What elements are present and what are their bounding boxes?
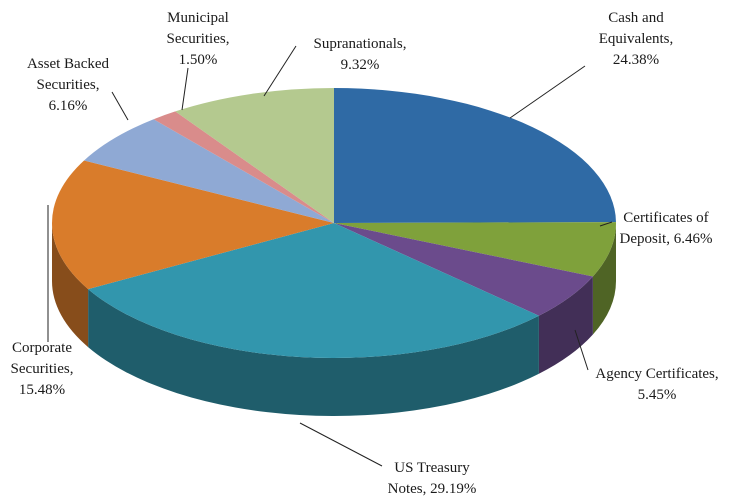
data-label: Asset Backed Securities, 6.16% <box>26 56 110 114</box>
leader-line <box>299 422 383 467</box>
leader-line <box>599 221 613 227</box>
value-label: 24.38% <box>612 52 660 68</box>
slice <box>334 223 593 316</box>
category-name: US Treasury Notes <box>387 460 470 497</box>
category-name: Municipal Securities <box>166 10 229 47</box>
value-label: 6.16% <box>48 98 88 114</box>
slice <box>175 88 334 223</box>
slice <box>334 222 616 277</box>
category-name: Corporate Securities <box>10 340 72 377</box>
data-label: Corporate Securities, 15.48% <box>10 340 74 398</box>
leader-line <box>574 329 589 371</box>
data-label: Cash and Equivalents, 24.38% <box>598 10 674 68</box>
slice <box>84 119 335 223</box>
slice <box>153 111 334 223</box>
value-label: 9.32% <box>340 57 380 73</box>
slice <box>52 160 335 290</box>
value-label: 1.50% <box>178 52 218 68</box>
category-name: Asset Backed Securities <box>26 56 110 93</box>
value-label: 6.46% <box>673 231 713 247</box>
leader-line <box>181 67 189 111</box>
slice <box>334 88 616 223</box>
value-label: 29.19% <box>430 481 477 497</box>
category-name: Cash and Equivalents <box>598 10 670 47</box>
slice-side <box>592 223 616 335</box>
slice <box>88 223 539 359</box>
category-name: Certificates of Deposit <box>619 210 709 247</box>
category-name: Agency Certificates <box>595 366 715 382</box>
leader-line <box>509 65 586 119</box>
data-label: US Treasury Notes, 29.19% <box>387 460 477 497</box>
slice-side <box>52 223 89 348</box>
value-label: 15.48% <box>18 382 66 398</box>
value-label: 5.45% <box>637 387 677 403</box>
slice-side <box>88 289 539 416</box>
data-label: Supranationals, 9.32% <box>313 36 407 73</box>
slice-side <box>538 276 593 374</box>
category-name: Supranationals <box>313 36 403 52</box>
data-label: Certificates of Deposit, 6.46% <box>619 210 713 247</box>
leader-line <box>111 91 129 121</box>
data-label: Municipal Securities, 1.50% <box>166 10 230 68</box>
data-label: Agency Certificates, 5.45% <box>595 366 719 403</box>
leader-line <box>263 45 297 97</box>
